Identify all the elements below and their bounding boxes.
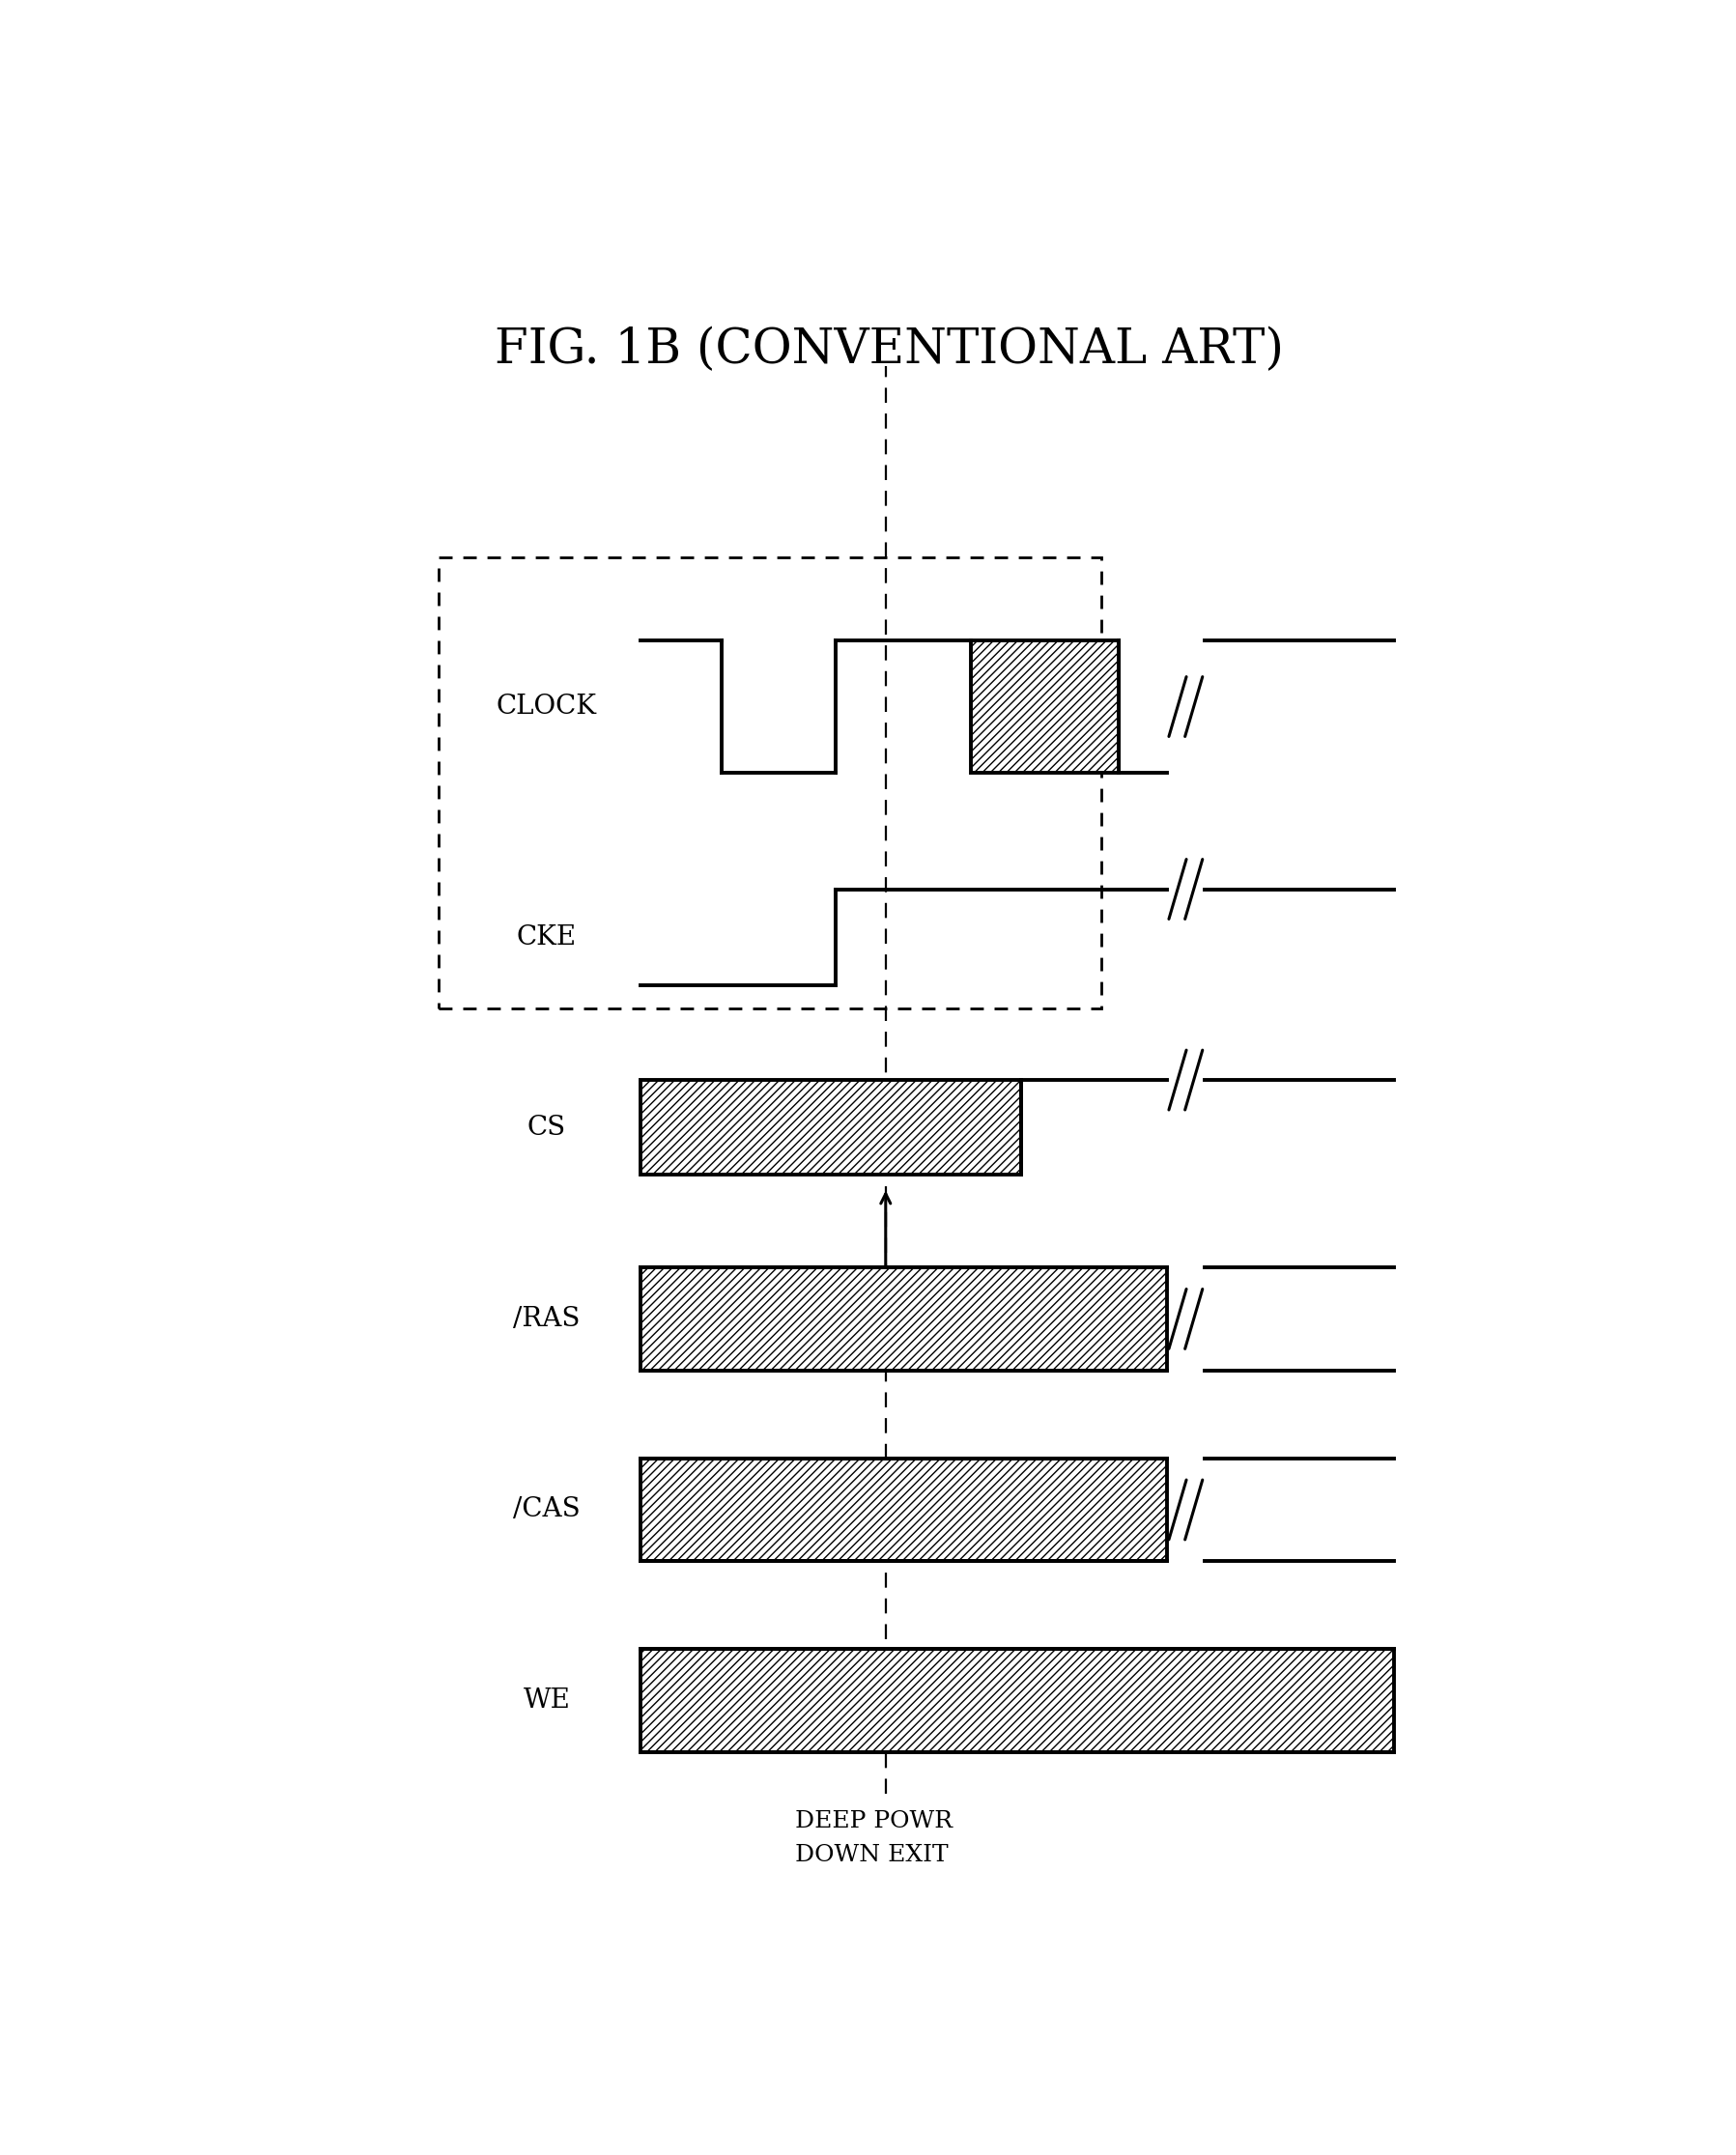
Bar: [641, 1267, 1167, 1371]
Bar: [641, 1459, 1167, 1560]
Bar: [439, 558, 1101, 1009]
Text: WE: WE: [523, 1687, 569, 1713]
Text: DOWN EXIT: DOWN EXIT: [795, 1845, 950, 1866]
Bar: [641, 1080, 1021, 1174]
Text: CLOCK: CLOCK: [496, 694, 597, 720]
Text: DEEP POWR: DEEP POWR: [795, 1810, 953, 1832]
Text: /RAS: /RAS: [514, 1306, 580, 1332]
Text: FIG. 1B (CONVENTIONAL ART): FIG. 1B (CONVENTIONAL ART): [495, 325, 1285, 373]
Bar: [641, 1649, 1394, 1752]
Text: CS: CS: [528, 1114, 566, 1140]
Bar: [970, 640, 1118, 774]
Text: /CAS: /CAS: [514, 1498, 580, 1524]
Text: CKE: CKE: [517, 924, 576, 950]
